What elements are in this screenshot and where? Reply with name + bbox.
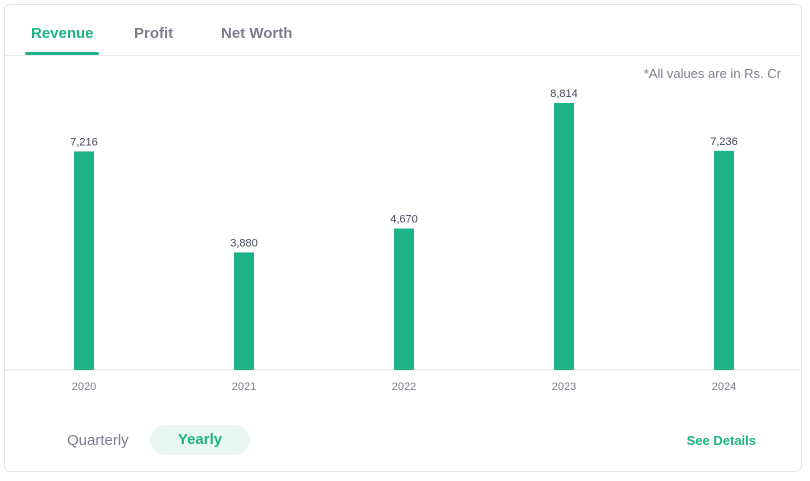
- value-label-2024: 7,236: [710, 136, 738, 148]
- value-label-2022: 4,670: [390, 214, 418, 226]
- x-tick-label-2023: 2023: [552, 381, 576, 393]
- units-note: *All values are in Rs. Cr: [643, 66, 781, 81]
- value-label-2020: 7,216: [70, 136, 98, 148]
- bar-2022: [394, 228, 414, 370]
- x-tick-label-2022: 2022: [392, 381, 416, 393]
- tab-profit[interactable]: Profit: [134, 25, 174, 42]
- period-toggle-bar: Quarterly Yearly See Details: [5, 425, 801, 465]
- tab-net-worth[interactable]: Net Worth: [221, 25, 293, 42]
- bar-2023: [554, 103, 574, 370]
- bar-2024: [714, 150, 734, 370]
- financials-card: Revenue Profit Net Worth *All values are…: [4, 4, 802, 472]
- quarterly-toggle[interactable]: Quarterly: [67, 432, 129, 449]
- x-tick-label-2020: 2020: [72, 381, 96, 393]
- x-tick-label-2021: 2021: [232, 381, 256, 393]
- tab-bar: Revenue Profit Net Worth: [5, 5, 801, 56]
- tab-revenue[interactable]: Revenue: [31, 25, 94, 42]
- bar-2020: [74, 151, 94, 370]
- yearly-toggle[interactable]: Yearly: [150, 425, 250, 455]
- see-details-link[interactable]: See Details: [686, 433, 756, 448]
- x-tick-label-2024: 2024: [712, 381, 736, 393]
- value-label-2021: 3,880: [230, 237, 258, 249]
- value-label-2023: 8,814: [550, 88, 578, 100]
- bar-2021: [234, 252, 254, 370]
- active-tab-indicator: [25, 52, 99, 55]
